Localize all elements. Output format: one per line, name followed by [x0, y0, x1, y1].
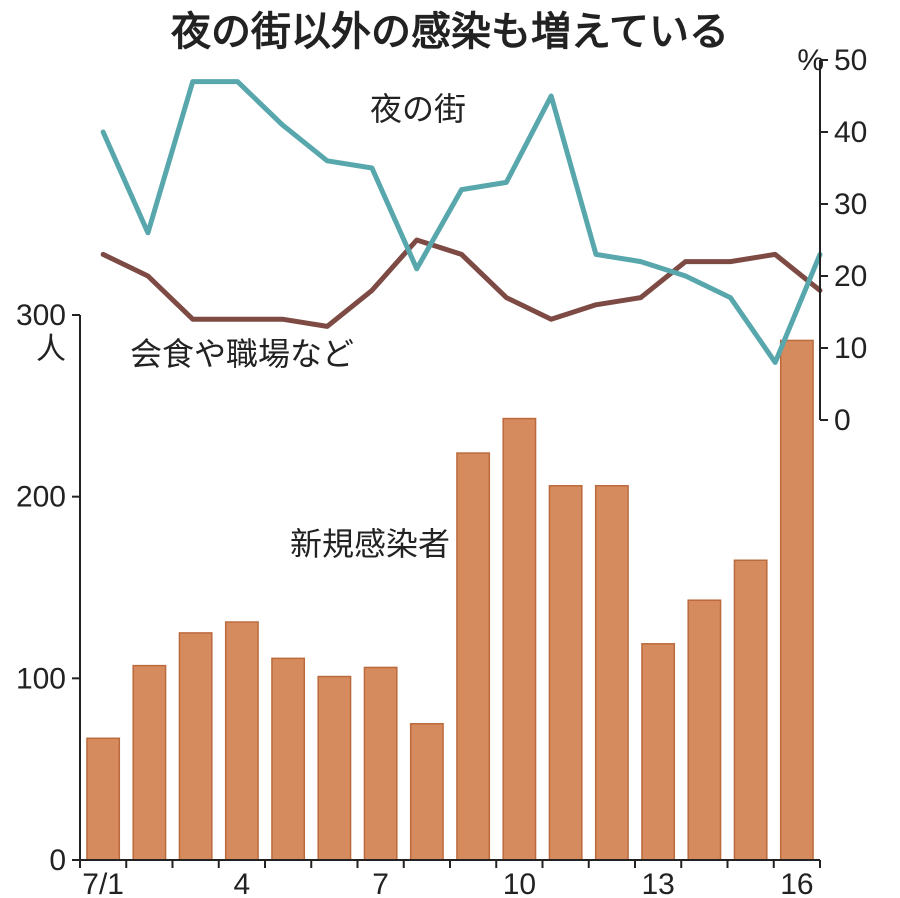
bar [226, 622, 258, 860]
left-y-tick-label: 0 [49, 844, 66, 877]
right-y-tick-label: 50 [834, 44, 867, 77]
left-y-unit-label: 人 [36, 333, 66, 366]
bar [503, 419, 535, 860]
chart-svg: 夜の街以外の感染も増えている新規感染者会食や職場など夜の街0100200300人… [0, 0, 900, 898]
bar [642, 644, 674, 860]
x-tick-label: 7 [372, 868, 389, 898]
chart-container: 夜の街以外の感染も増えている新規感染者会食や職場など夜の街0100200300人… [0, 0, 900, 898]
yoru-label: 夜の街 [370, 91, 466, 127]
right-y-tick-label: 40 [834, 116, 867, 149]
kaishoku-label: 会食や職場など [130, 336, 354, 372]
chart-title: 夜の街以外の感染も増えている [170, 10, 729, 54]
bar [364, 667, 396, 860]
bar [688, 600, 720, 860]
x-tick-label: 16 [780, 868, 813, 898]
bar [457, 453, 489, 860]
left-y-tick-label: 200 [16, 481, 66, 514]
bar [318, 677, 350, 860]
bar [734, 560, 766, 860]
x-tick-label: 10 [503, 868, 536, 898]
bar [596, 486, 628, 860]
right-y-unit-label: % [797, 44, 824, 77]
bar [549, 486, 581, 860]
bar [179, 633, 211, 860]
left-y-tick-label: 100 [16, 662, 66, 695]
bar [781, 340, 813, 860]
right-y-tick-label: 20 [834, 260, 867, 293]
bar [87, 738, 119, 860]
bars-series-label: 新規感染者 [290, 526, 450, 562]
x-tick-label: 13 [641, 868, 674, 898]
x-tick-label: 7/1 [82, 868, 124, 898]
right-y-tick-label: 0 [834, 404, 851, 437]
right-y-tick-label: 30 [834, 188, 867, 221]
left-y-max-label: 300 [16, 299, 66, 332]
bar [272, 658, 304, 860]
bar [411, 724, 443, 860]
bar [133, 666, 165, 860]
x-tick-label: 4 [234, 868, 251, 898]
right-y-tick-label: 10 [834, 332, 867, 365]
